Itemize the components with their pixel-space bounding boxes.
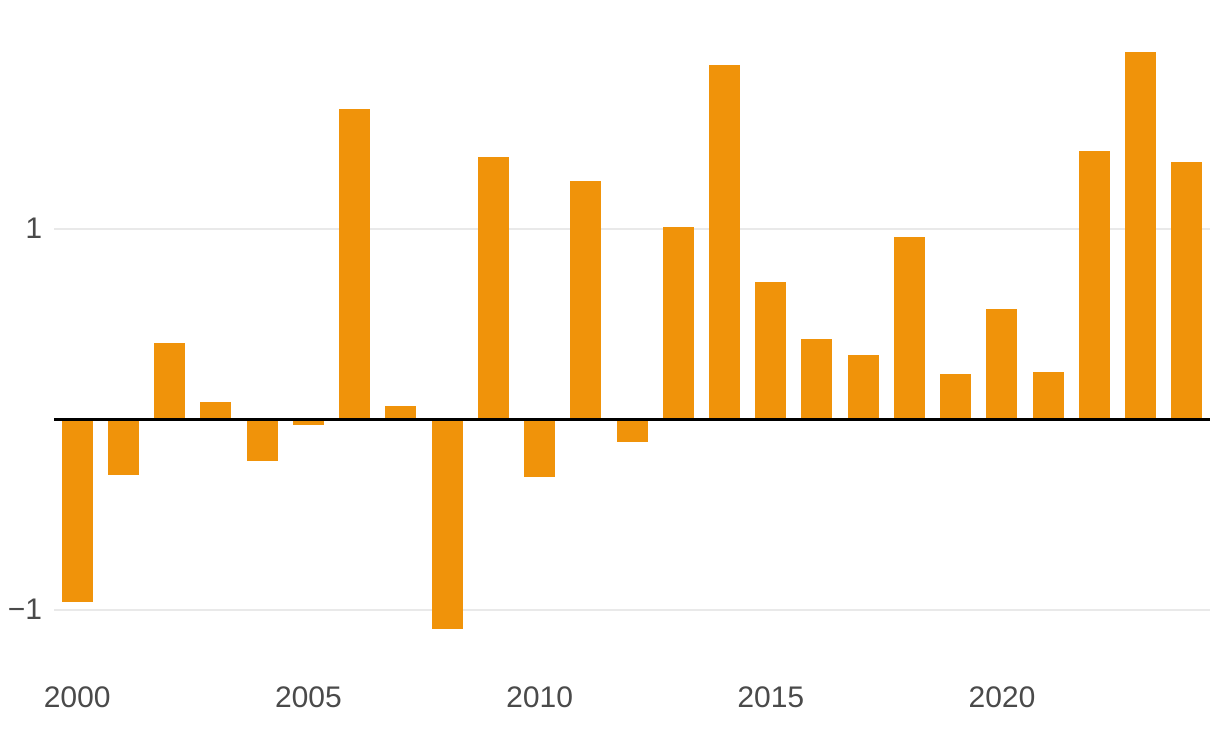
y-tick-label-minus-1: −1 (7, 593, 42, 626)
bar-2021[interactable] (1032, 371, 1064, 420)
y-tick-label-1: 1 (25, 212, 42, 245)
bar-2007[interactable] (385, 406, 417, 420)
bar-2010[interactable] (524, 419, 556, 477)
bar-2009[interactable] (477, 156, 509, 420)
bar-2016[interactable] (801, 339, 833, 420)
x-tick-label-2010: 2010 (506, 681, 573, 714)
x-tick-label-2005: 2005 (274, 681, 342, 714)
bar-2015[interactable] (755, 282, 787, 420)
bar-2019[interactable] (940, 373, 972, 420)
bar-2023[interactable] (1125, 51, 1157, 420)
bar-2005[interactable] (292, 419, 324, 426)
bar-2008[interactable] (431, 419, 463, 630)
bar-2001[interactable] (107, 419, 139, 475)
bar-2022[interactable] (1078, 150, 1110, 420)
bar-2002[interactable] (154, 343, 186, 420)
bar-2014[interactable] (708, 65, 740, 420)
bar-2020[interactable] (986, 309, 1018, 420)
bar-2018[interactable] (893, 236, 925, 420)
bar-2000[interactable] (61, 419, 93, 603)
x-tick-label-2000: 2000 (43, 681, 111, 714)
bar-2017[interactable] (847, 354, 879, 420)
bar-2013[interactable] (662, 227, 694, 420)
x-tick-label-2015: 2015 (737, 681, 805, 714)
x-axis-zero-line (54, 418, 1210, 421)
bar-2011[interactable] (570, 181, 602, 420)
bar-2004[interactable] (246, 419, 278, 462)
bar-2024[interactable] (1171, 162, 1203, 420)
bar-2012[interactable] (616, 419, 648, 443)
gridline-minus-one (54, 609, 1210, 611)
gridline-plus-one (54, 228, 1210, 230)
bar-2006[interactable] (339, 108, 371, 420)
x-tick-label-2020: 2020 (968, 681, 1036, 714)
bar-2003[interactable] (200, 402, 232, 420)
